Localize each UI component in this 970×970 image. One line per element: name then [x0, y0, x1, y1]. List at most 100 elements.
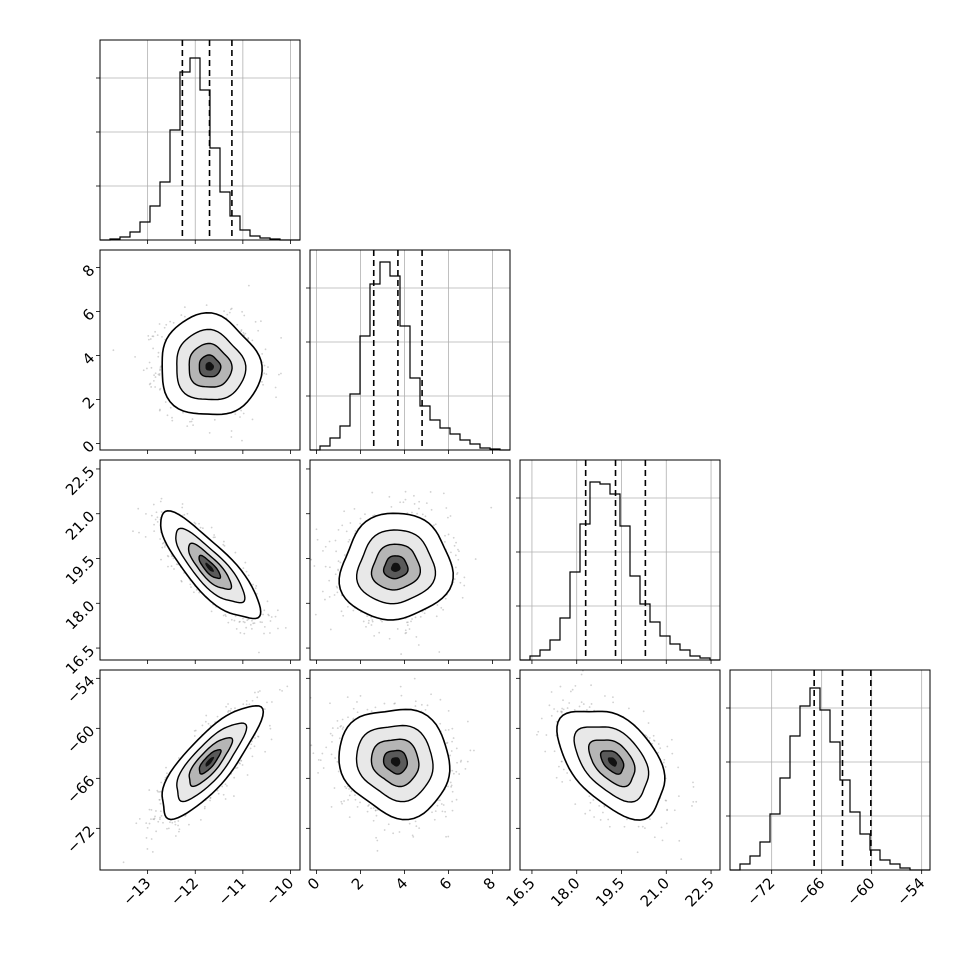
panel-content — [112, 285, 282, 467]
scatter-point — [453, 537, 455, 539]
scatter-point — [204, 806, 206, 808]
scatter-point — [372, 621, 374, 623]
pair-0-2 — [100, 460, 300, 660]
scatter-point — [407, 624, 409, 626]
scatter-point — [152, 348, 154, 350]
scatter-point — [444, 535, 446, 537]
scatter-point — [414, 678, 416, 680]
scatter-point — [267, 614, 269, 616]
scatter-point — [171, 565, 173, 567]
scatter-point — [159, 369, 161, 371]
scatter-point — [365, 626, 367, 628]
scatter-point — [184, 316, 186, 318]
scatter-point — [169, 821, 171, 823]
scatter-point — [451, 741, 453, 743]
scatter-point — [463, 585, 465, 587]
scatter-point — [280, 373, 282, 375]
scatter-point — [415, 636, 417, 638]
scatter-point — [339, 562, 341, 564]
scatter-point — [123, 861, 125, 863]
scatter-point — [250, 743, 252, 745]
scatter-point — [286, 685, 288, 687]
scatter-point — [242, 618, 244, 620]
scatter-point — [254, 737, 256, 739]
scatter-point — [179, 828, 181, 830]
scatter-point — [234, 413, 236, 415]
scatter-point — [256, 696, 258, 698]
scatter-point — [151, 809, 153, 811]
scatter-point — [325, 566, 327, 568]
scatter-point — [285, 627, 287, 629]
scatter-point — [166, 772, 168, 774]
scatter-point — [244, 333, 246, 335]
scatter-point — [226, 314, 228, 316]
scatter-point — [250, 748, 252, 750]
scatter-point — [450, 786, 452, 788]
scatter-point — [156, 511, 158, 513]
scatter-point — [150, 338, 152, 340]
scatter-point — [440, 699, 442, 701]
scatter-point — [148, 789, 150, 791]
scatter-point — [442, 609, 444, 611]
scatter-point — [265, 373, 267, 375]
scatter-point — [234, 552, 236, 554]
scatter-point — [172, 465, 174, 467]
scatter-point — [243, 621, 245, 623]
scatter-point — [490, 507, 492, 509]
scatter-point — [168, 556, 170, 558]
scatter-point — [263, 609, 265, 611]
scatter-point — [194, 522, 196, 524]
scatter-point — [403, 501, 405, 503]
scatter-point — [209, 432, 211, 434]
scatter-point — [263, 372, 265, 374]
scatter-point — [242, 764, 244, 766]
scatter-point — [154, 816, 156, 818]
scatter-point — [348, 541, 350, 543]
scatter-point — [251, 628, 253, 630]
scatter-point — [177, 825, 179, 827]
scatter-point — [450, 552, 452, 554]
scatter-point — [191, 421, 193, 423]
scatter-point — [440, 607, 442, 609]
scatter-point — [435, 523, 437, 525]
scatter-point — [456, 573, 458, 575]
scatter-point — [246, 703, 248, 705]
scatter-point — [183, 514, 185, 516]
scatter-point — [202, 725, 204, 727]
scatter-point — [171, 822, 173, 824]
scatter-point — [405, 629, 407, 631]
scatter-point — [399, 501, 401, 503]
scatter-point — [349, 522, 351, 524]
pair-0-3 — [100, 670, 300, 870]
scatter-point — [150, 386, 152, 388]
scatter-point — [341, 524, 343, 526]
scatter-point — [414, 503, 416, 505]
scatter-point — [150, 818, 152, 820]
scatter-point — [328, 580, 330, 582]
scatter-point — [147, 335, 149, 337]
scatter-point — [255, 321, 257, 323]
scatter-point — [458, 550, 460, 552]
scatter-point — [242, 567, 244, 569]
scatter-point — [236, 324, 238, 326]
scatter-point — [371, 492, 373, 494]
scatter-point — [175, 835, 177, 837]
scatter-point — [192, 424, 194, 426]
scatter-point — [254, 692, 256, 694]
scatter-point — [389, 638, 391, 640]
scatter-point — [450, 782, 452, 784]
scatter-point — [161, 511, 163, 513]
scatter-point — [454, 578, 456, 580]
scatter-point — [399, 831, 401, 833]
scatter-point — [454, 545, 456, 547]
scatter-point — [411, 618, 413, 620]
scatter-point — [227, 622, 229, 624]
scatter-point — [338, 529, 340, 531]
scatter-point — [153, 380, 155, 382]
scatter-point — [317, 539, 319, 541]
scatter-point — [184, 306, 186, 308]
scatter-point — [148, 339, 150, 341]
scatter-point — [225, 706, 227, 708]
scatter-point — [151, 367, 153, 369]
pair-1-2 — [307, 460, 510, 660]
